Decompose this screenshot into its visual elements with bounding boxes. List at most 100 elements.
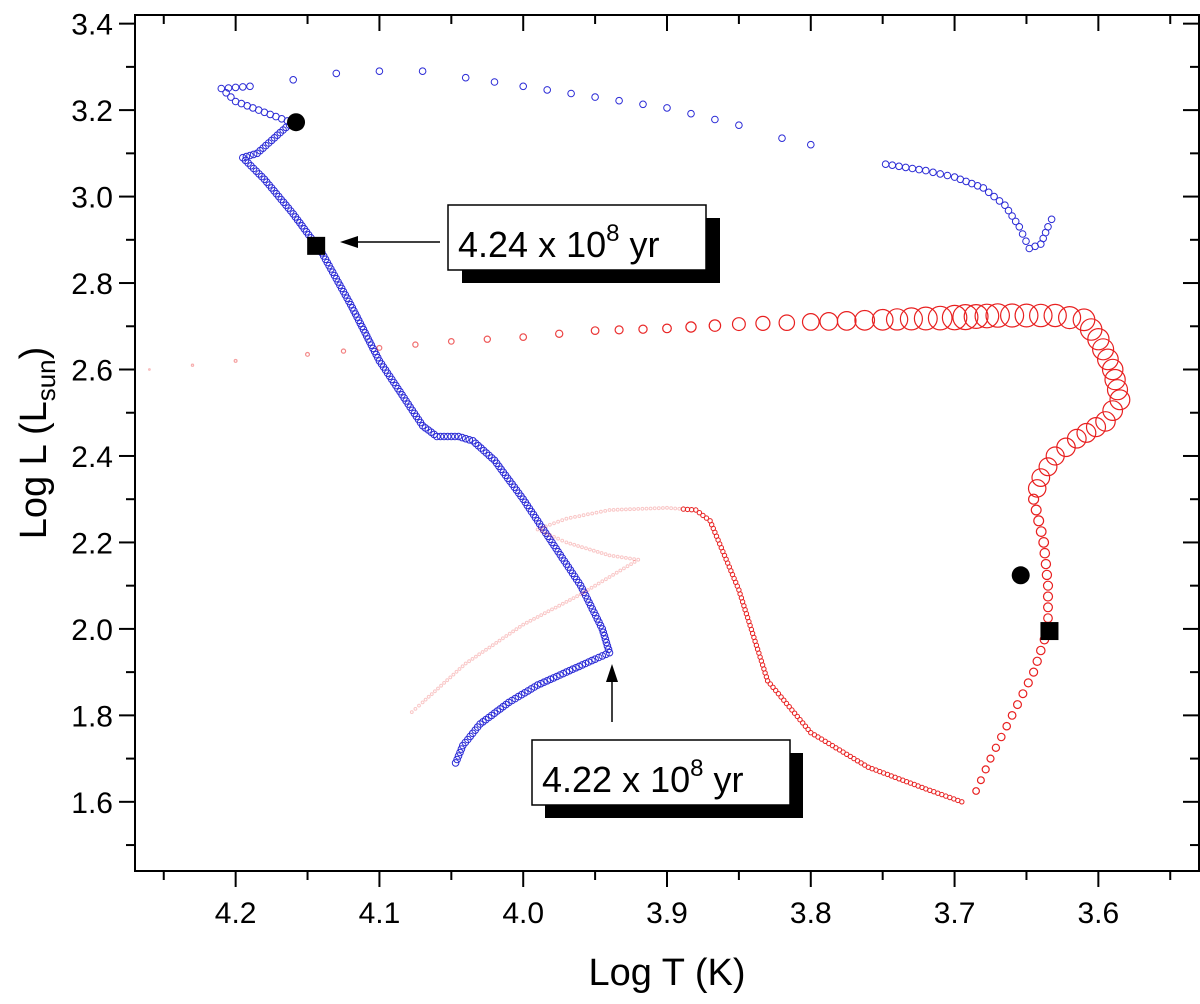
red-track-point xyxy=(783,700,790,707)
blue-track-point xyxy=(451,759,460,767)
blue-track-point xyxy=(224,84,233,92)
blue-track-point xyxy=(239,153,247,162)
blue-track-point xyxy=(881,160,890,168)
red-track-point xyxy=(413,707,418,711)
red-track-point xyxy=(755,315,771,331)
blue-track-point xyxy=(984,188,993,197)
blue-track-point xyxy=(1018,230,1027,238)
red-track-point xyxy=(586,512,590,517)
red-track-point xyxy=(999,303,1025,328)
red-track-point xyxy=(409,710,414,714)
red-track-point xyxy=(624,507,628,512)
blue-track-point xyxy=(735,121,743,129)
red-track-point xyxy=(511,629,515,634)
blue-track-point xyxy=(605,648,614,657)
blue-track-point xyxy=(1011,217,1020,226)
red-track-point xyxy=(802,723,809,729)
red-track-point xyxy=(1032,656,1042,667)
red-track-point xyxy=(1028,667,1039,677)
red-track-point xyxy=(589,585,594,590)
red-track-point xyxy=(963,304,989,330)
red-track-point xyxy=(1012,700,1022,710)
red-track-point xyxy=(591,548,596,553)
blue-track-point xyxy=(451,432,459,441)
red-track-point xyxy=(797,717,803,723)
x-tick-label: 3.9 xyxy=(646,897,688,930)
blue-track-point xyxy=(471,439,480,448)
red-track-point xyxy=(484,647,488,652)
red-track-point xyxy=(791,710,798,716)
red-track-point xyxy=(1027,479,1047,498)
red-track-point xyxy=(190,363,195,367)
red-track-point xyxy=(568,598,572,602)
series-red-track xyxy=(147,303,1131,805)
red-track-point xyxy=(1042,580,1054,591)
blue-track-point xyxy=(249,150,258,159)
red-track-point xyxy=(539,529,544,534)
red-track-point xyxy=(581,513,586,518)
blue-track-point xyxy=(474,441,483,450)
red-track-point xyxy=(571,596,576,600)
red-track-point xyxy=(618,568,623,573)
red-track-point xyxy=(991,743,1001,753)
red-track-point xyxy=(652,506,657,511)
red-track-point xyxy=(708,319,722,332)
red-track-point xyxy=(941,304,968,331)
red-track-point xyxy=(599,551,604,555)
blue-track-point xyxy=(488,454,496,462)
blue-track-point xyxy=(929,168,937,177)
red-track-point xyxy=(433,689,437,694)
red-track-point xyxy=(588,547,592,552)
blue-track-point xyxy=(687,109,695,118)
blue-track-point xyxy=(246,151,254,160)
blue-track-point xyxy=(936,170,945,178)
y-tick-label: 2.0 xyxy=(71,614,113,647)
red-track-point xyxy=(628,556,632,561)
blue-track-point xyxy=(490,456,499,465)
red-track-point xyxy=(1036,645,1046,656)
red-track-point xyxy=(528,618,533,623)
red-track-point xyxy=(550,607,554,612)
red-track-point xyxy=(1023,678,1033,688)
red-track-point xyxy=(470,657,475,661)
red-track-point xyxy=(648,506,653,511)
red-track-point xyxy=(805,726,811,733)
red-track-point xyxy=(913,306,938,331)
red-track-point xyxy=(1042,591,1054,602)
red-track-point xyxy=(577,514,582,518)
red-track-point xyxy=(619,555,624,560)
red-track-point xyxy=(1102,400,1124,422)
red-track-point xyxy=(599,509,603,514)
red-track-point xyxy=(1030,504,1042,516)
red-track-point xyxy=(595,550,600,554)
red-track-point xyxy=(524,620,529,625)
black-circle-marker xyxy=(1011,566,1030,585)
blue-track-point xyxy=(615,96,623,105)
red-track-point xyxy=(611,573,615,577)
red-track-point xyxy=(532,617,536,621)
blue-track-point xyxy=(591,93,599,101)
red-track-point xyxy=(514,627,519,632)
y-tick-label: 2.4 xyxy=(71,441,113,474)
red-track-point xyxy=(1085,417,1107,438)
blue-track-point xyxy=(244,159,252,167)
red-track-point xyxy=(445,678,450,683)
red-track-point xyxy=(542,611,547,616)
red-track-point xyxy=(519,333,528,342)
red-track-point xyxy=(521,622,526,627)
red-track-point xyxy=(775,691,782,697)
red-track-point xyxy=(555,329,564,338)
red-track-point xyxy=(429,692,434,696)
red-track-point xyxy=(594,510,599,515)
red-track-point xyxy=(560,538,565,543)
blue-track-point xyxy=(1001,201,1009,209)
red-track-point xyxy=(640,506,645,511)
red-track-point xyxy=(607,553,612,558)
blue-track-point xyxy=(247,162,255,170)
blue-track-point xyxy=(598,652,607,660)
red-track-point xyxy=(1029,303,1053,328)
red-track-point xyxy=(1057,306,1082,330)
blue-track-point xyxy=(567,89,575,98)
marker-layer xyxy=(287,113,1059,641)
